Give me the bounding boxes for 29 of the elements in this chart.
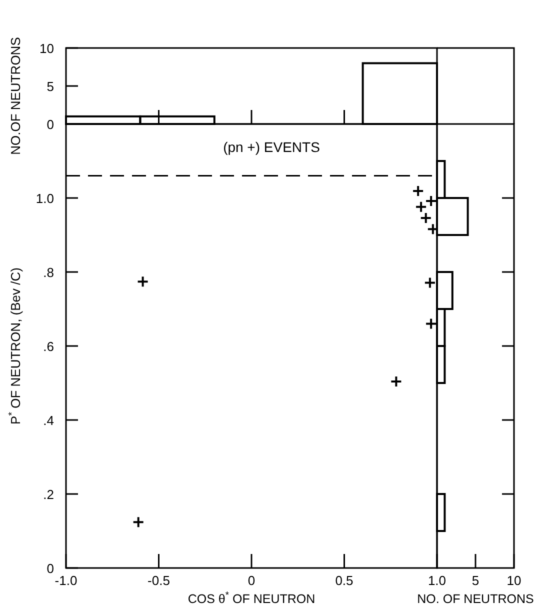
point	[132, 516, 144, 528]
x-tick-label: 5	[472, 573, 480, 588]
point	[412, 184, 424, 197]
point	[415, 200, 428, 213]
y-tick-label: 1.0	[36, 191, 54, 206]
y-tick-label: 0	[46, 117, 54, 132]
x-tick-label: -0.5	[148, 573, 170, 588]
point	[425, 194, 438, 207]
y-tick-label: .6	[43, 339, 54, 354]
annotation: (pn +) EVENTS	[223, 139, 320, 155]
x-axis-title: NO. OF NEUTRONS	[417, 592, 534, 606]
x-axis-title: COS θ$^{*}$ OF NEUTRON	[188, 590, 316, 606]
y-tick-label: 0	[46, 561, 54, 576]
y-tick-label: .2	[43, 487, 54, 502]
point	[425, 318, 438, 330]
y-tick-label: .8	[43, 265, 54, 280]
y-axis-title: NO.OF NEUTRONS	[8, 36, 23, 155]
y-tick-label: 10	[40, 41, 54, 56]
x-tick-label: 0	[248, 573, 256, 588]
x-tick-label: 0.5	[335, 573, 354, 588]
x-tick-label: 10	[506, 573, 522, 588]
x-tick-label: -1.0	[54, 573, 78, 588]
point	[424, 276, 436, 289]
point	[390, 376, 402, 388]
y-tick-label: 5	[46, 79, 54, 94]
point	[420, 212, 432, 224]
y-tick-label: .4	[43, 413, 54, 428]
point	[136, 276, 149, 288]
x-tick-label: 1.0	[428, 573, 446, 588]
